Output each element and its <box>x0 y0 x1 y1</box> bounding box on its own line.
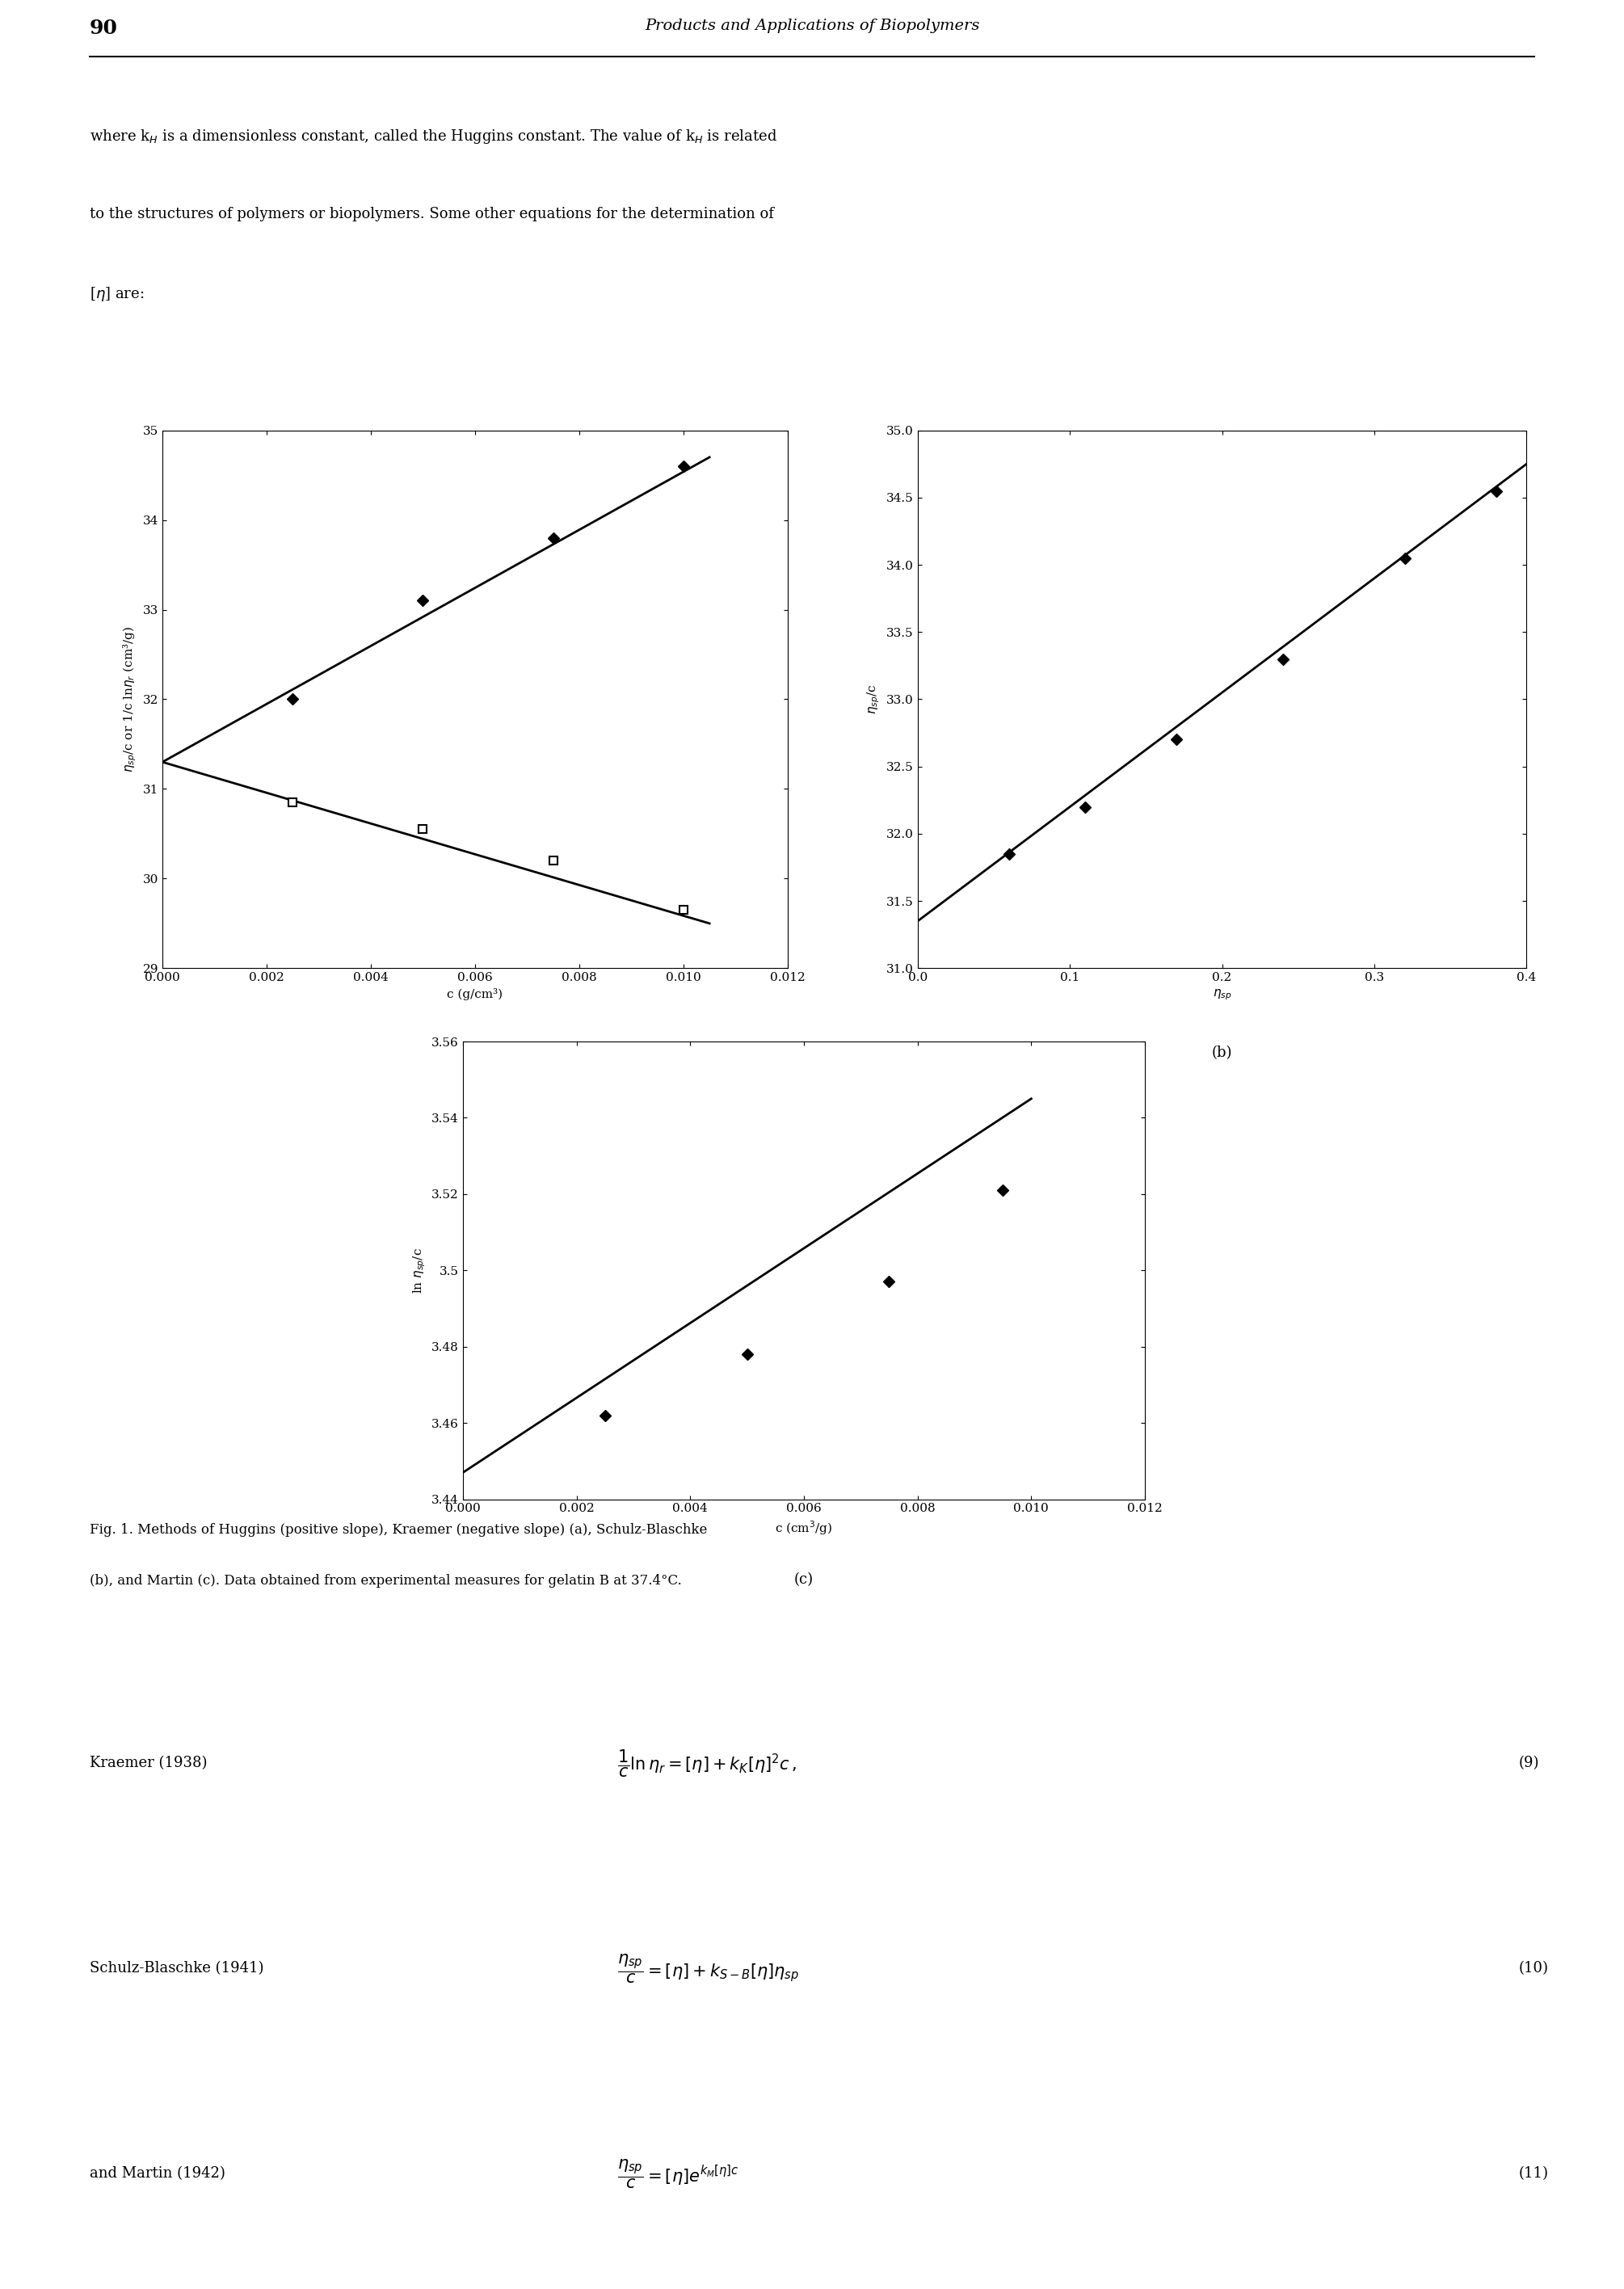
Text: Kraemer (1938): Kraemer (1938) <box>89 1756 206 1772</box>
Text: Products and Applications of Biopolymers: Products and Applications of Biopolymers <box>645 18 979 32</box>
Text: (a): (a) <box>464 1046 486 1060</box>
Text: $\dfrac{1}{c}\ln\eta_r = [\eta] + k_K[\eta]^2 c\,,$: $\dfrac{1}{c}\ln\eta_r = [\eta] + k_K[\e… <box>617 1749 797 1779</box>
Y-axis label: $\eta_{sp}$/c or 1/c ln$\eta_r$ (cm³/g): $\eta_{sp}$/c or 1/c ln$\eta_r$ (cm³/g) <box>122 627 138 771</box>
Text: and Martin (1942): and Martin (1942) <box>89 2165 226 2181</box>
Text: 90: 90 <box>89 18 117 39</box>
Text: (b), and Martin (c). Data obtained from experimental measures for gelatin B at 3: (b), and Martin (c). Data obtained from … <box>89 1575 682 1589</box>
Text: where k$_H$ is a dimensionless constant, called the Huggins constant. The value : where k$_H$ is a dimensionless constant,… <box>89 128 776 146</box>
Text: (11): (11) <box>1518 2165 1548 2181</box>
Text: to the structures of polymers or biopolymers. Some other equations for the deter: to the structures of polymers or biopoly… <box>89 206 773 222</box>
Text: Schulz-Blaschke (1941): Schulz-Blaschke (1941) <box>89 1962 263 1975</box>
Y-axis label: ln $\eta_{sp}$/c: ln $\eta_{sp}$/c <box>411 1248 427 1293</box>
Text: [$\eta$] are:: [$\eta$] are: <box>89 286 145 304</box>
X-axis label: c (cm$^3$/g): c (cm$^3$/g) <box>775 1520 833 1536</box>
Text: (b): (b) <box>1212 1046 1233 1060</box>
Text: Fig. 1. Methods of Huggins (positive slope), Kraemer (negative slope) (a), Schul: Fig. 1. Methods of Huggins (positive slo… <box>89 1524 706 1538</box>
Text: (9): (9) <box>1518 1756 1540 1772</box>
Text: (c): (c) <box>794 1573 814 1586</box>
Text: $\dfrac{\eta_{sp}}{c} = [\eta]e^{k_M[\eta]c}$: $\dfrac{\eta_{sp}}{c} = [\eta]e^{k_M[\et… <box>617 2156 739 2191</box>
Text: $\dfrac{\eta_{sp}}{c} = [\eta] + k_{S-B}[\eta]\eta_{sp}$: $\dfrac{\eta_{sp}}{c} = [\eta] + k_{S-B}… <box>617 1953 799 1985</box>
Y-axis label: $\eta_{sp}$/c: $\eta_{sp}$/c <box>866 684 882 714</box>
Text: (10): (10) <box>1518 1962 1548 1975</box>
X-axis label: c (g/cm³): c (g/cm³) <box>447 989 503 1000</box>
X-axis label: $\eta_{sp}$: $\eta_{sp}$ <box>1213 989 1231 1003</box>
